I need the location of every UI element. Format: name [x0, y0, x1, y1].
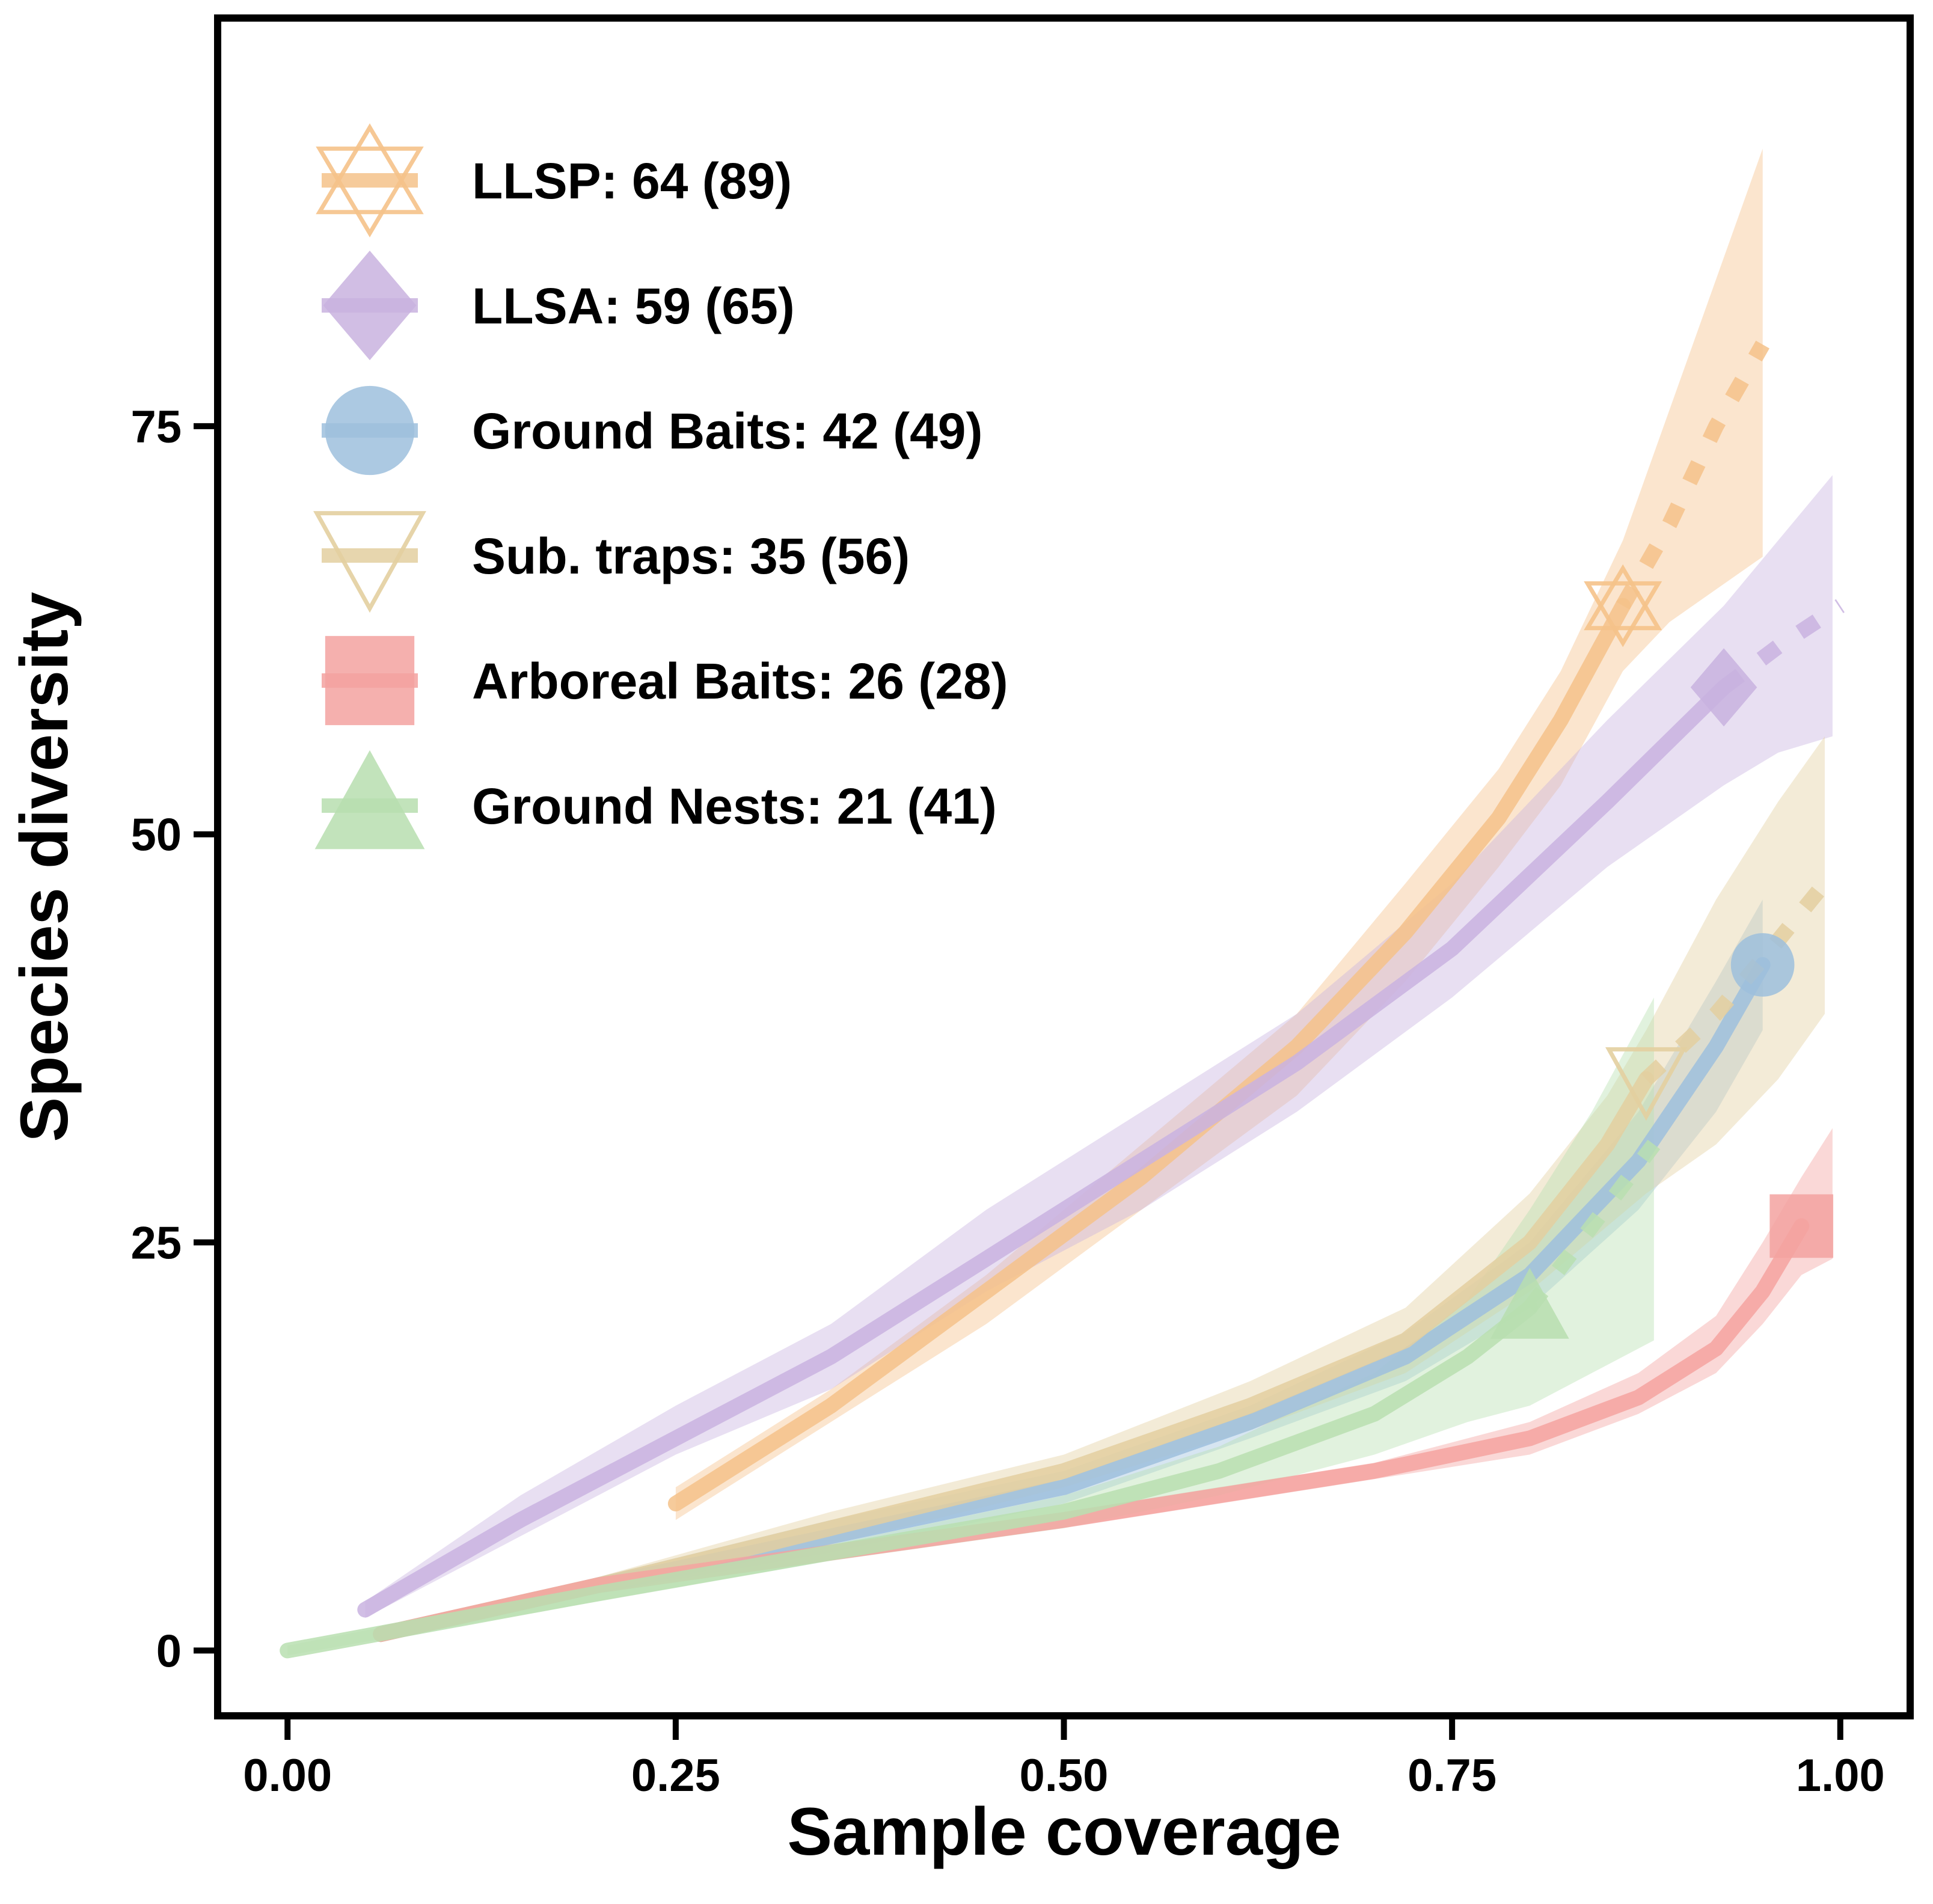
- legend-label: LLSP: 64 (89): [472, 153, 792, 209]
- legend-entry-ground-baits: Ground Baits: 42 (49): [322, 385, 982, 476]
- observed-point-arboreal-baits: [1769, 1194, 1834, 1258]
- y-tick-label: 75: [130, 402, 182, 453]
- legend-marker: [325, 635, 415, 726]
- y-tick-label: 50: [130, 810, 182, 861]
- y-axis-ticks: 0 25 50 75: [130, 402, 214, 1677]
- x-tick-label: 0.50: [1020, 1750, 1109, 1801]
- legend-entry-llsp: LLSP: 64 (89): [316, 123, 792, 237]
- observed-point-llsp: [1584, 564, 1662, 647]
- observed-point-llsa: [1690, 648, 1757, 727]
- legend-label: Sub. traps: 35 (56): [472, 528, 910, 584]
- plot-area: [280, 148, 1845, 1659]
- observed-point-sub-traps: [1605, 1047, 1687, 1121]
- series-lines: [280, 340, 1845, 1659]
- legend-entry-sub-traps: Sub. traps: 35 (56): [313, 511, 910, 613]
- y-tick-label: 0: [156, 1626, 182, 1677]
- legend-label: Ground Baits: 42 (49): [472, 403, 982, 459]
- y-tick-label: 25: [130, 1218, 182, 1269]
- legend-marker: [313, 511, 426, 613]
- legend-entry-ground-nests: Ground Nests: 21 (41): [314, 750, 997, 849]
- line-interpolated-llsa: [357, 679, 1732, 1618]
- ci-band-llsa: [365, 475, 1833, 1618]
- line-interpolated-sub-traps: [373, 1071, 1654, 1642]
- x-tick-label: 0.25: [631, 1750, 720, 1801]
- observed-markers: [1490, 564, 1834, 1339]
- observed-point-ground-nests: [1490, 1268, 1569, 1339]
- line-extrapolated-llsp: [1616, 340, 1769, 610]
- legend-marker: [325, 385, 415, 476]
- observed-point-ground-baits: [1730, 933, 1795, 997]
- legend-label: LLSA: 59 (65): [472, 278, 795, 334]
- x-tick-label: 0.00: [243, 1750, 332, 1801]
- line-extrapolated-ground-nests: [1523, 1139, 1661, 1313]
- x-tick-label: 1.00: [1796, 1750, 1885, 1801]
- x-axis-title: Sample coverage: [787, 1794, 1341, 1869]
- line-interpolated-llsp: [667, 598, 1631, 1511]
- x-axis-ticks: 0.00 0.25 0.50 0.75 1.00: [243, 1719, 1885, 1801]
- line-interpolated-ground-nests: [280, 1300, 1538, 1659]
- legend-entry-llsa: LLSA: 59 (65): [322, 250, 795, 361]
- y-axis-title: Species diversity: [7, 592, 82, 1142]
- x-tick-label: 0.75: [1408, 1750, 1496, 1801]
- plot-frame: [214, 14, 1914, 1719]
- legend-marker: [314, 750, 425, 849]
- legend-label: Ground Nests: 21 (41): [472, 778, 997, 834]
- legend: LLSP: 64 (89) LLSA: 59 (65) Ground Baits: …: [313, 123, 1008, 849]
- legend-marker: [323, 250, 417, 361]
- legend-marker: [316, 123, 424, 237]
- legend-label: Arboreal Baits: 26 (28): [472, 653, 1008, 709]
- legend-entry-arboreal-baits: Arboreal Baits: 26 (28): [322, 635, 1008, 726]
